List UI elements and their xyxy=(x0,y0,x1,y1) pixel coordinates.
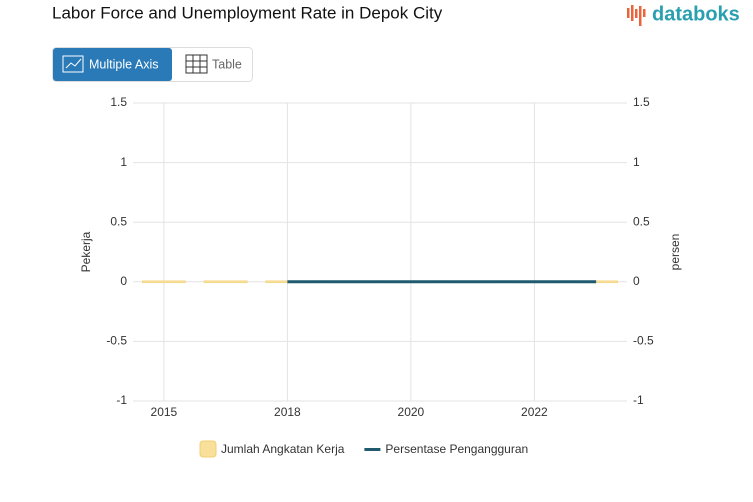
y-tick-label: 0 xyxy=(120,274,127,288)
y2-tick-label: 1 xyxy=(633,155,640,169)
y2-tick-label: 1.5 xyxy=(633,95,650,109)
bar xyxy=(203,280,248,284)
icon-chart xyxy=(62,55,84,73)
y-tick-label: 1 xyxy=(120,155,127,169)
y2-tick-label: -0.5 xyxy=(633,334,654,348)
button-label[interactable]: Multiple Axis xyxy=(89,57,158,71)
y2-tick-label: 0 xyxy=(633,274,640,288)
bar xyxy=(142,280,186,284)
y-tick-label: -1 xyxy=(116,393,127,407)
x-tick-label: 2018 xyxy=(274,405,301,419)
logo: databoks xyxy=(652,3,740,25)
chart-title: Labor Force and Unemployment Rate in Dep… xyxy=(52,3,443,22)
x-tick-label: 2020 xyxy=(398,405,425,419)
legend-label: Persentase Pengangguran xyxy=(385,442,528,456)
button-label[interactable]: Table xyxy=(212,57,242,71)
x-tick-label: 2015 xyxy=(151,405,178,419)
y2-axis-label: persen xyxy=(668,234,682,271)
logo-icon xyxy=(627,5,646,26)
icon-table xyxy=(185,54,208,74)
legend-swatch xyxy=(199,440,217,458)
y2-tick-label: -1 xyxy=(633,393,644,407)
y2-tick-label: 0.5 xyxy=(633,214,650,228)
x-tick-label: 2022 xyxy=(521,405,548,419)
legend-label: Jumlah Angkatan Kerja xyxy=(221,442,345,456)
y-tick-label: 1.5 xyxy=(110,95,127,109)
y-tick-label: 0.5 xyxy=(110,214,127,228)
y-tick-label: -0.5 xyxy=(106,334,127,348)
y-axis-label: Pekerja xyxy=(79,231,93,272)
